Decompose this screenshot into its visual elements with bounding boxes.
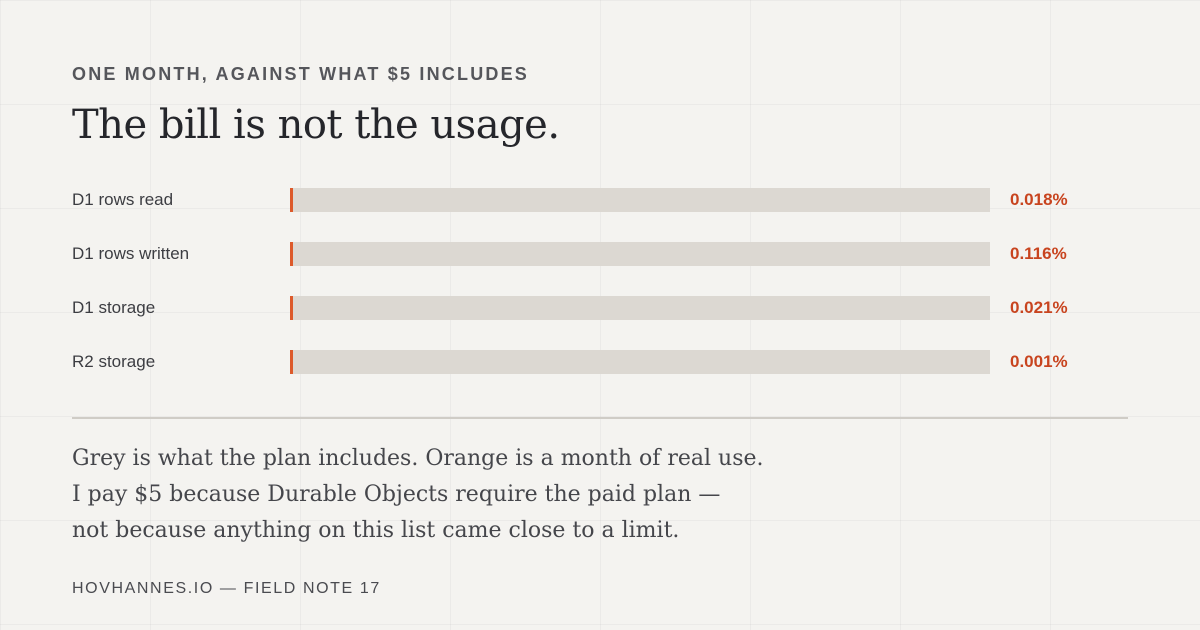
usage-bar [290, 296, 293, 320]
category-label: D1 rows written [72, 244, 190, 263]
chart-row: D1 storage 0.021% [72, 294, 1112, 348]
footer-credit: HOVHANNES.IO — FIELD NOTE 17 [72, 580, 381, 597]
included-bar [290, 350, 990, 374]
usage-chart: D1 rows read 0.018% D1 rows written 0.11… [72, 186, 1112, 402]
included-bar [290, 242, 990, 266]
divider [72, 417, 1128, 419]
usage-bar [290, 242, 293, 266]
percent-label: 0.018% [1010, 190, 1068, 209]
explanation-line: I pay $5 because Durable Objects require… [72, 482, 721, 507]
eyebrow-label: ONE MONTH, AGAINST WHAT $5 INCLUDES [72, 64, 530, 84]
category-label: R2 storage [72, 352, 156, 371]
percent-label: 0.021% [1010, 298, 1068, 317]
category-label: D1 rows read [72, 190, 174, 209]
chart-row: R2 storage 0.001% [72, 348, 1112, 402]
explanation-text: Grey is what the plan includes. Orange i… [72, 441, 832, 549]
page-title: The bill is not the usage. [72, 102, 560, 148]
included-bar [290, 188, 990, 212]
chart-row: D1 rows written 0.116% [72, 240, 1112, 294]
explanation-line: Grey is what the plan includes. Orange i… [72, 446, 764, 471]
included-bar [290, 296, 990, 320]
explanation-line: not because anything on this list came c… [72, 518, 680, 543]
percent-label: 0.001% [1010, 352, 1068, 371]
usage-bar [290, 188, 293, 212]
chart-row: D1 rows read 0.018% [72, 186, 1112, 240]
usage-bar [290, 350, 293, 374]
percent-label: 0.116% [1010, 244, 1067, 263]
category-label: D1 storage [72, 298, 156, 317]
